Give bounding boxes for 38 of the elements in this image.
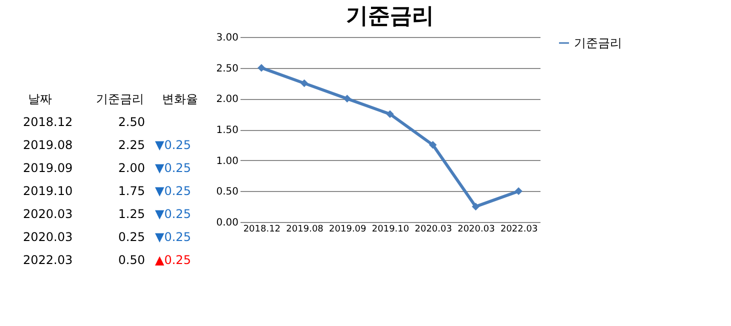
text: ▼0.25: [155, 161, 191, 175]
x-tick-label: 2018.12: [243, 224, 281, 234]
text: 2.25: [118, 138, 145, 152]
y-tick-label: 1.50: [216, 125, 238, 136]
text: 1.75: [118, 184, 145, 198]
text: ▼0.25: [155, 207, 191, 221]
y-tick-label: 2.00: [216, 94, 238, 106]
category-label: 2020.03: [23, 207, 73, 221]
y-tick-label: 0.00: [216, 218, 238, 228]
text: 기준금리: [96, 92, 144, 106]
text: ▼0.25: [155, 230, 191, 244]
y-tick-label: 2.50: [216, 63, 238, 74]
y-tick-label: 3.00: [216, 32, 238, 44]
x-tick-label: 2019.08: [286, 224, 324, 234]
legend-label: 기준금리: [574, 36, 622, 50]
text: ▼0.25: [155, 138, 191, 152]
text: 1.25: [118, 207, 145, 221]
category-label: 2019.10: [23, 184, 73, 198]
chart-title: 기준금리: [346, 4, 434, 29]
category-label: 2022.03: [23, 253, 73, 267]
x-tick-label: 2020.03: [414, 224, 452, 234]
x-tick-label: 2019.10: [372, 224, 410, 234]
text: ▼0.25: [155, 184, 191, 198]
y-tick-label: 1.00: [216, 156, 238, 167]
text: 2.00: [118, 161, 145, 175]
x-tick-label: 2019.09: [329, 224, 367, 234]
category-label: 2019.08: [23, 138, 73, 152]
category-label: 2019.09: [23, 161, 73, 175]
text: 0.50: [118, 253, 145, 267]
text: ▲0.25: [155, 253, 191, 267]
text: 2.50: [118, 115, 145, 129]
category-label: 2018.12: [23, 115, 73, 129]
x-tick-label: 2022.03: [500, 224, 538, 234]
text: 변화율: [162, 92, 198, 106]
text: 날짜: [28, 92, 52, 106]
text: 0.25: [118, 230, 145, 244]
y-tick-label: 0.50: [216, 186, 238, 198]
x-tick-label: 2020.03: [458, 224, 495, 234]
